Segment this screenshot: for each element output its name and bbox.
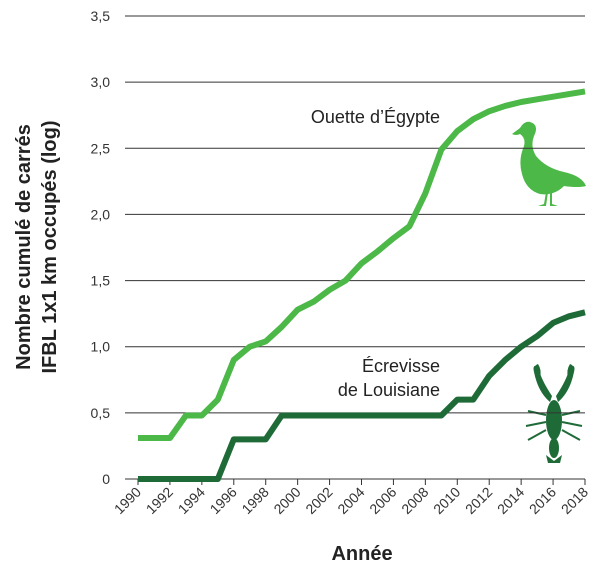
x-tick-label: 1996: [207, 484, 240, 517]
x-tick-label: 2010: [430, 484, 463, 517]
x-tick-label: 2004: [334, 484, 367, 517]
x-tick-label: 1994: [175, 484, 208, 517]
x-tick-label: 2018: [558, 484, 591, 517]
x-tick-label: 1990: [111, 484, 144, 517]
crayfish-icon: [525, 364, 583, 463]
x-tick-label: 1998: [238, 484, 271, 517]
y-tick-label: 1,0: [91, 339, 111, 355]
y-tick-label: 2,5: [91, 140, 111, 156]
y-tick-label: 2,0: [91, 206, 111, 222]
x-tick-label: 2006: [366, 484, 399, 517]
y-axis-label: IFBL 1x1 km occupés (log): [39, 120, 61, 373]
x-tick-label: 2002: [302, 484, 335, 517]
series-label: Ouette d’Égypte: [311, 107, 440, 127]
series-line: [138, 88, 586, 441]
y-tick-label: 3,0: [91, 74, 111, 90]
x-tick-label: 2014: [494, 484, 527, 517]
y-tick-label: 3,5: [91, 8, 111, 24]
x-tick-label: 2012: [462, 484, 495, 517]
x-tick-label: 2008: [398, 484, 431, 517]
goose-icon: [512, 121, 586, 206]
y-tick-label: 0,5: [91, 405, 111, 421]
x-axis-label: Année: [331, 543, 392, 565]
y-tick-label: 0: [102, 471, 110, 487]
x-tick-label: 2000: [270, 484, 303, 517]
y-tick-label: 1,5: [91, 273, 111, 289]
series-label: Écrevisse de Louisiane: [338, 356, 440, 400]
y-axis-label: Nombre cumulé de carrés: [13, 124, 35, 370]
series-line: [138, 309, 586, 482]
x-tick-label: 1992: [143, 484, 176, 517]
x-tick-label: 2016: [526, 484, 559, 517]
